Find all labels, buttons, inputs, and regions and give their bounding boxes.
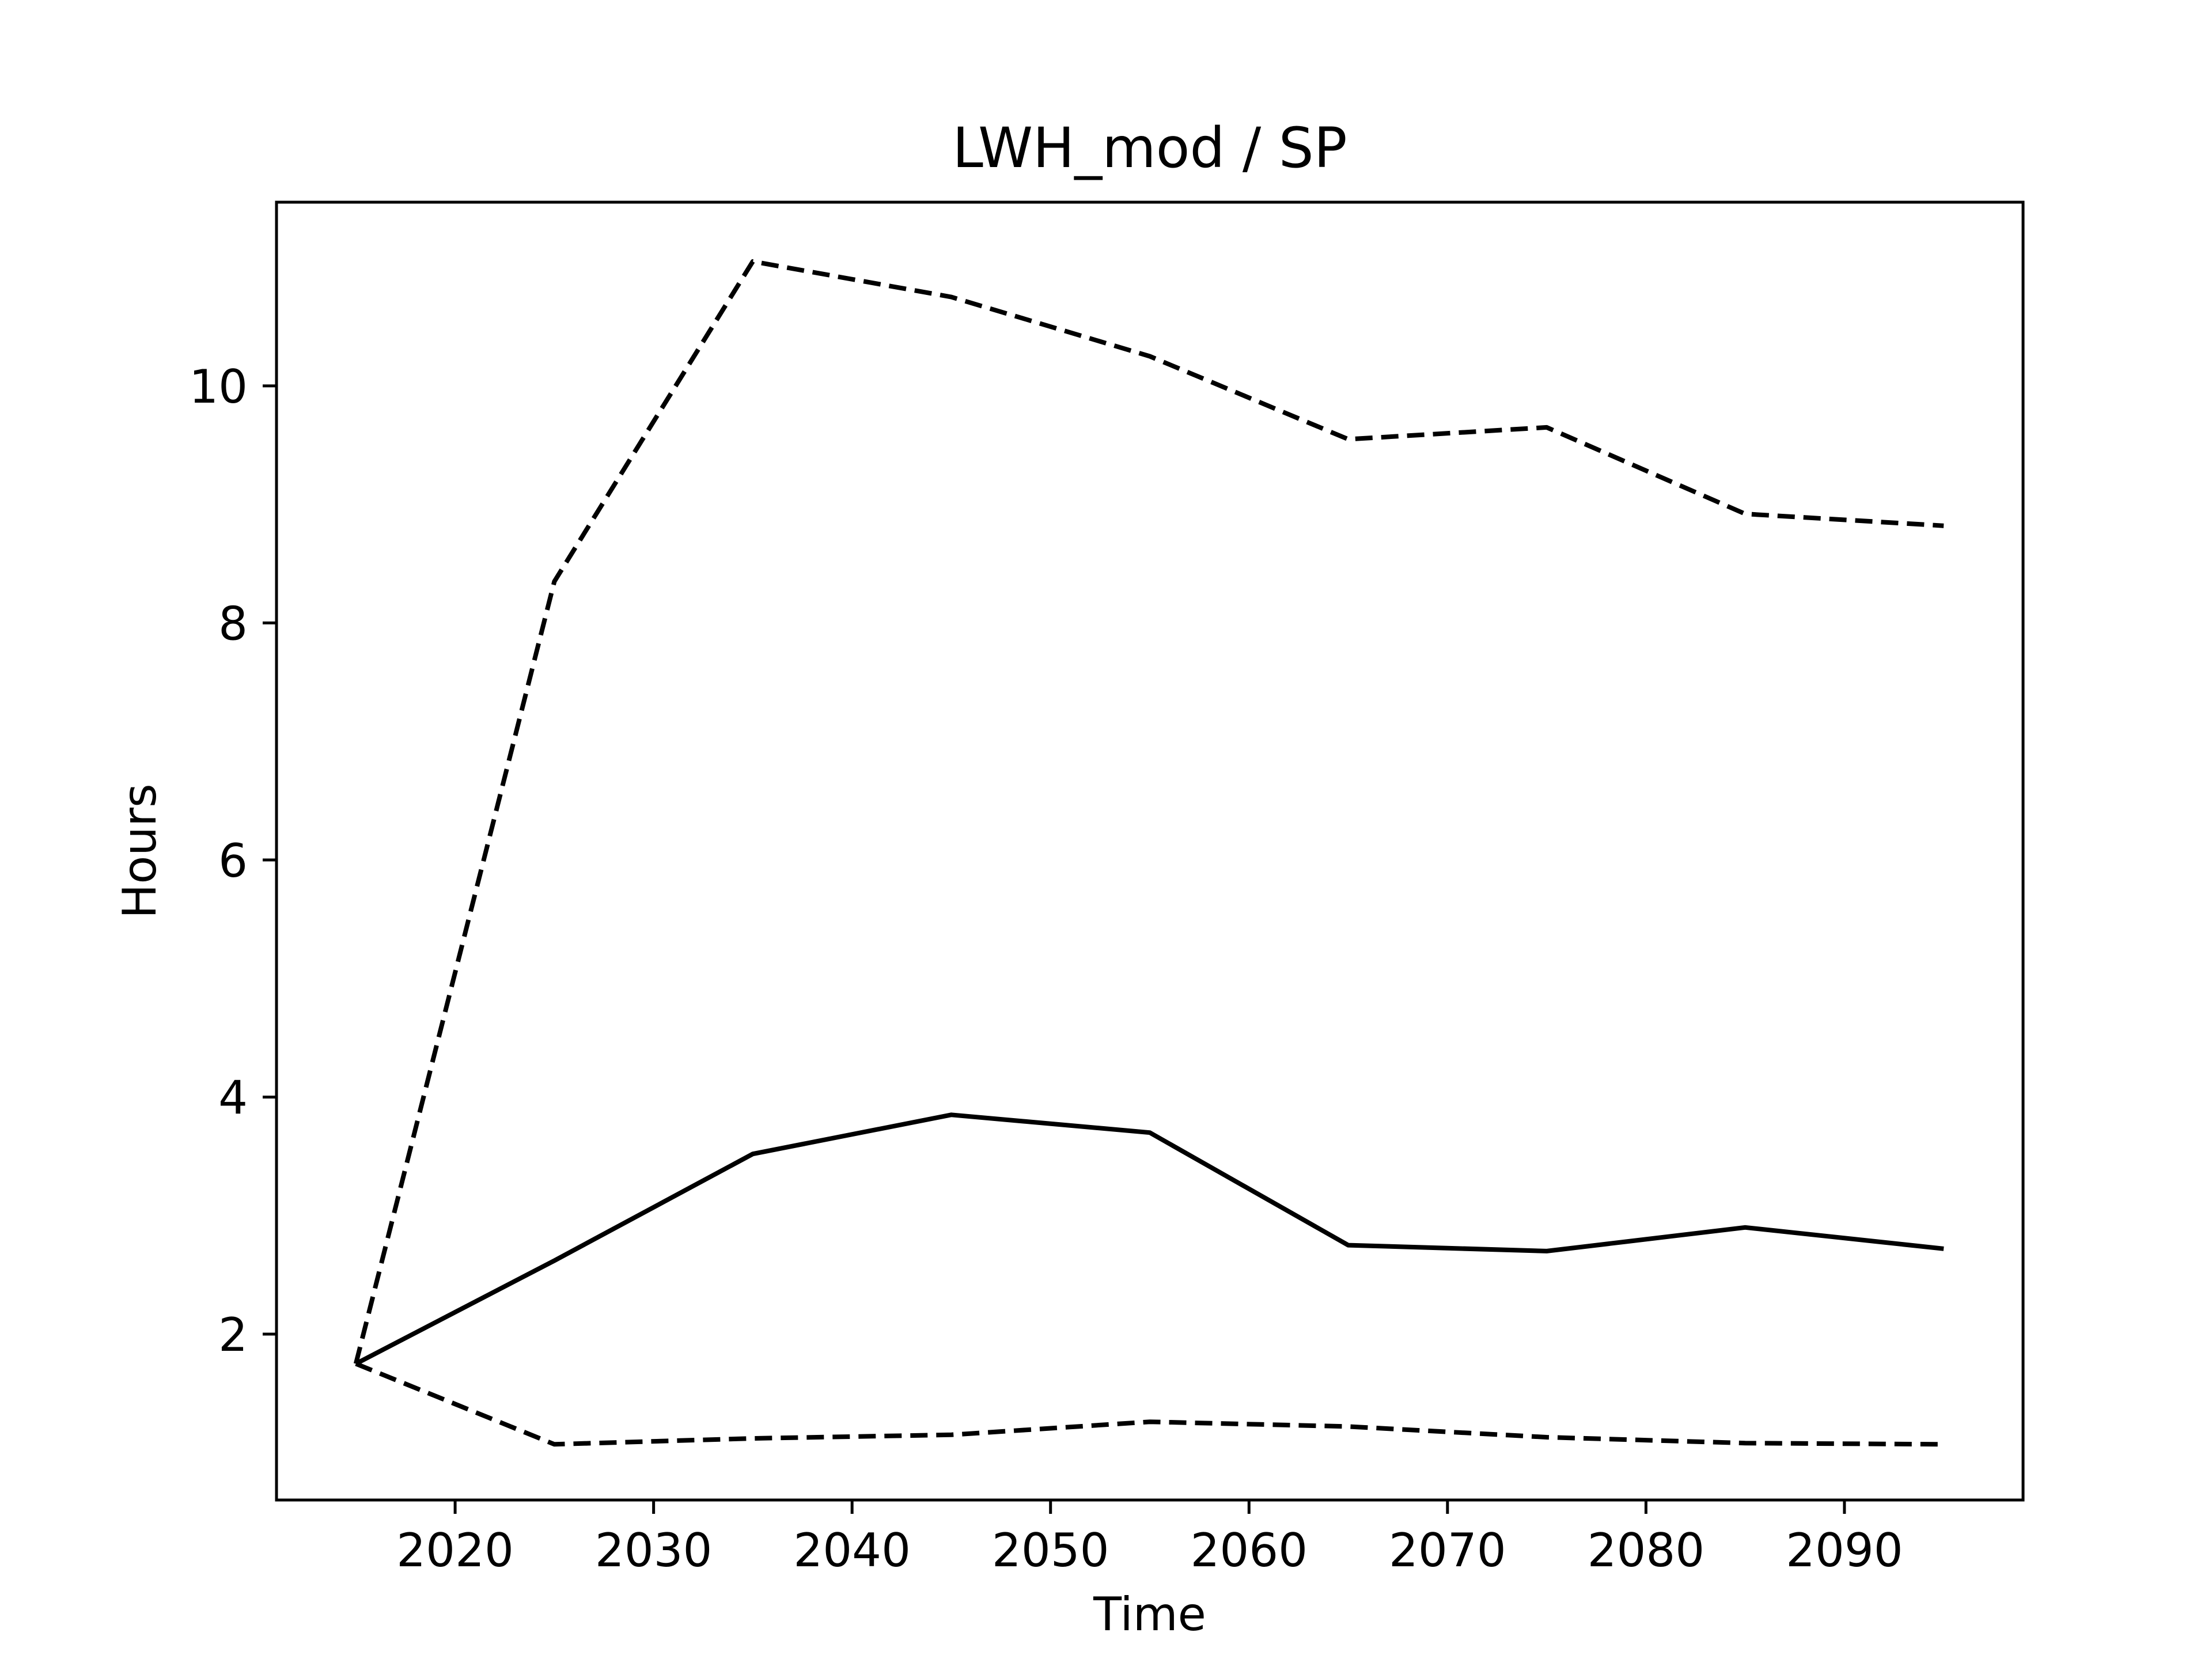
x-tick-label: 2090 — [1786, 1524, 1903, 1577]
y-axis-label: Hours — [113, 783, 166, 918]
y-tick-label: 10 — [189, 360, 248, 414]
y-tick-label: 6 — [218, 834, 248, 888]
x-tick-label: 2050 — [992, 1524, 1109, 1577]
plot-frame — [275, 200, 2025, 1502]
x-tick-label: 2060 — [1190, 1524, 1308, 1577]
y-tick-label: 2 — [218, 1308, 248, 1362]
series-line-3 — [355, 1361, 1944, 1447]
x-tick-label: 2030 — [595, 1524, 713, 1577]
plot-marks — [353, 259, 1944, 1447]
x-tick-label: 2020 — [396, 1524, 514, 1577]
series-line-2 — [354, 1112, 1944, 1366]
x-tick-label: 2040 — [793, 1524, 911, 1577]
x-tick-label: 2080 — [1588, 1524, 1705, 1577]
series-line-1 — [353, 259, 1944, 1365]
x-axis-label: Time — [1093, 1588, 1206, 1641]
x-axis: 2020 2030 2040 2050 2060 2070 2080 2090 — [396, 1500, 1903, 1577]
y-tick-label: 4 — [218, 1071, 248, 1124]
x-tick-label: 2070 — [1389, 1524, 1506, 1577]
y-tick-label: 8 — [218, 597, 248, 650]
chart-title: LWH_mod / SP — [952, 116, 1347, 180]
y-axis: 2 4 6 8 10 — [189, 360, 276, 1362]
